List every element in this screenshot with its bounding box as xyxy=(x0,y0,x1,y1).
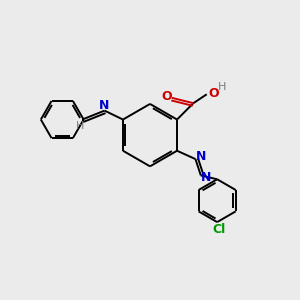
Text: Cl: Cl xyxy=(212,223,225,236)
Text: H: H xyxy=(76,121,84,131)
Text: N: N xyxy=(201,171,211,184)
Text: N: N xyxy=(99,99,109,112)
Text: O: O xyxy=(208,87,219,100)
Text: O: O xyxy=(161,90,172,103)
Text: H: H xyxy=(218,82,226,92)
Text: N: N xyxy=(196,150,206,163)
